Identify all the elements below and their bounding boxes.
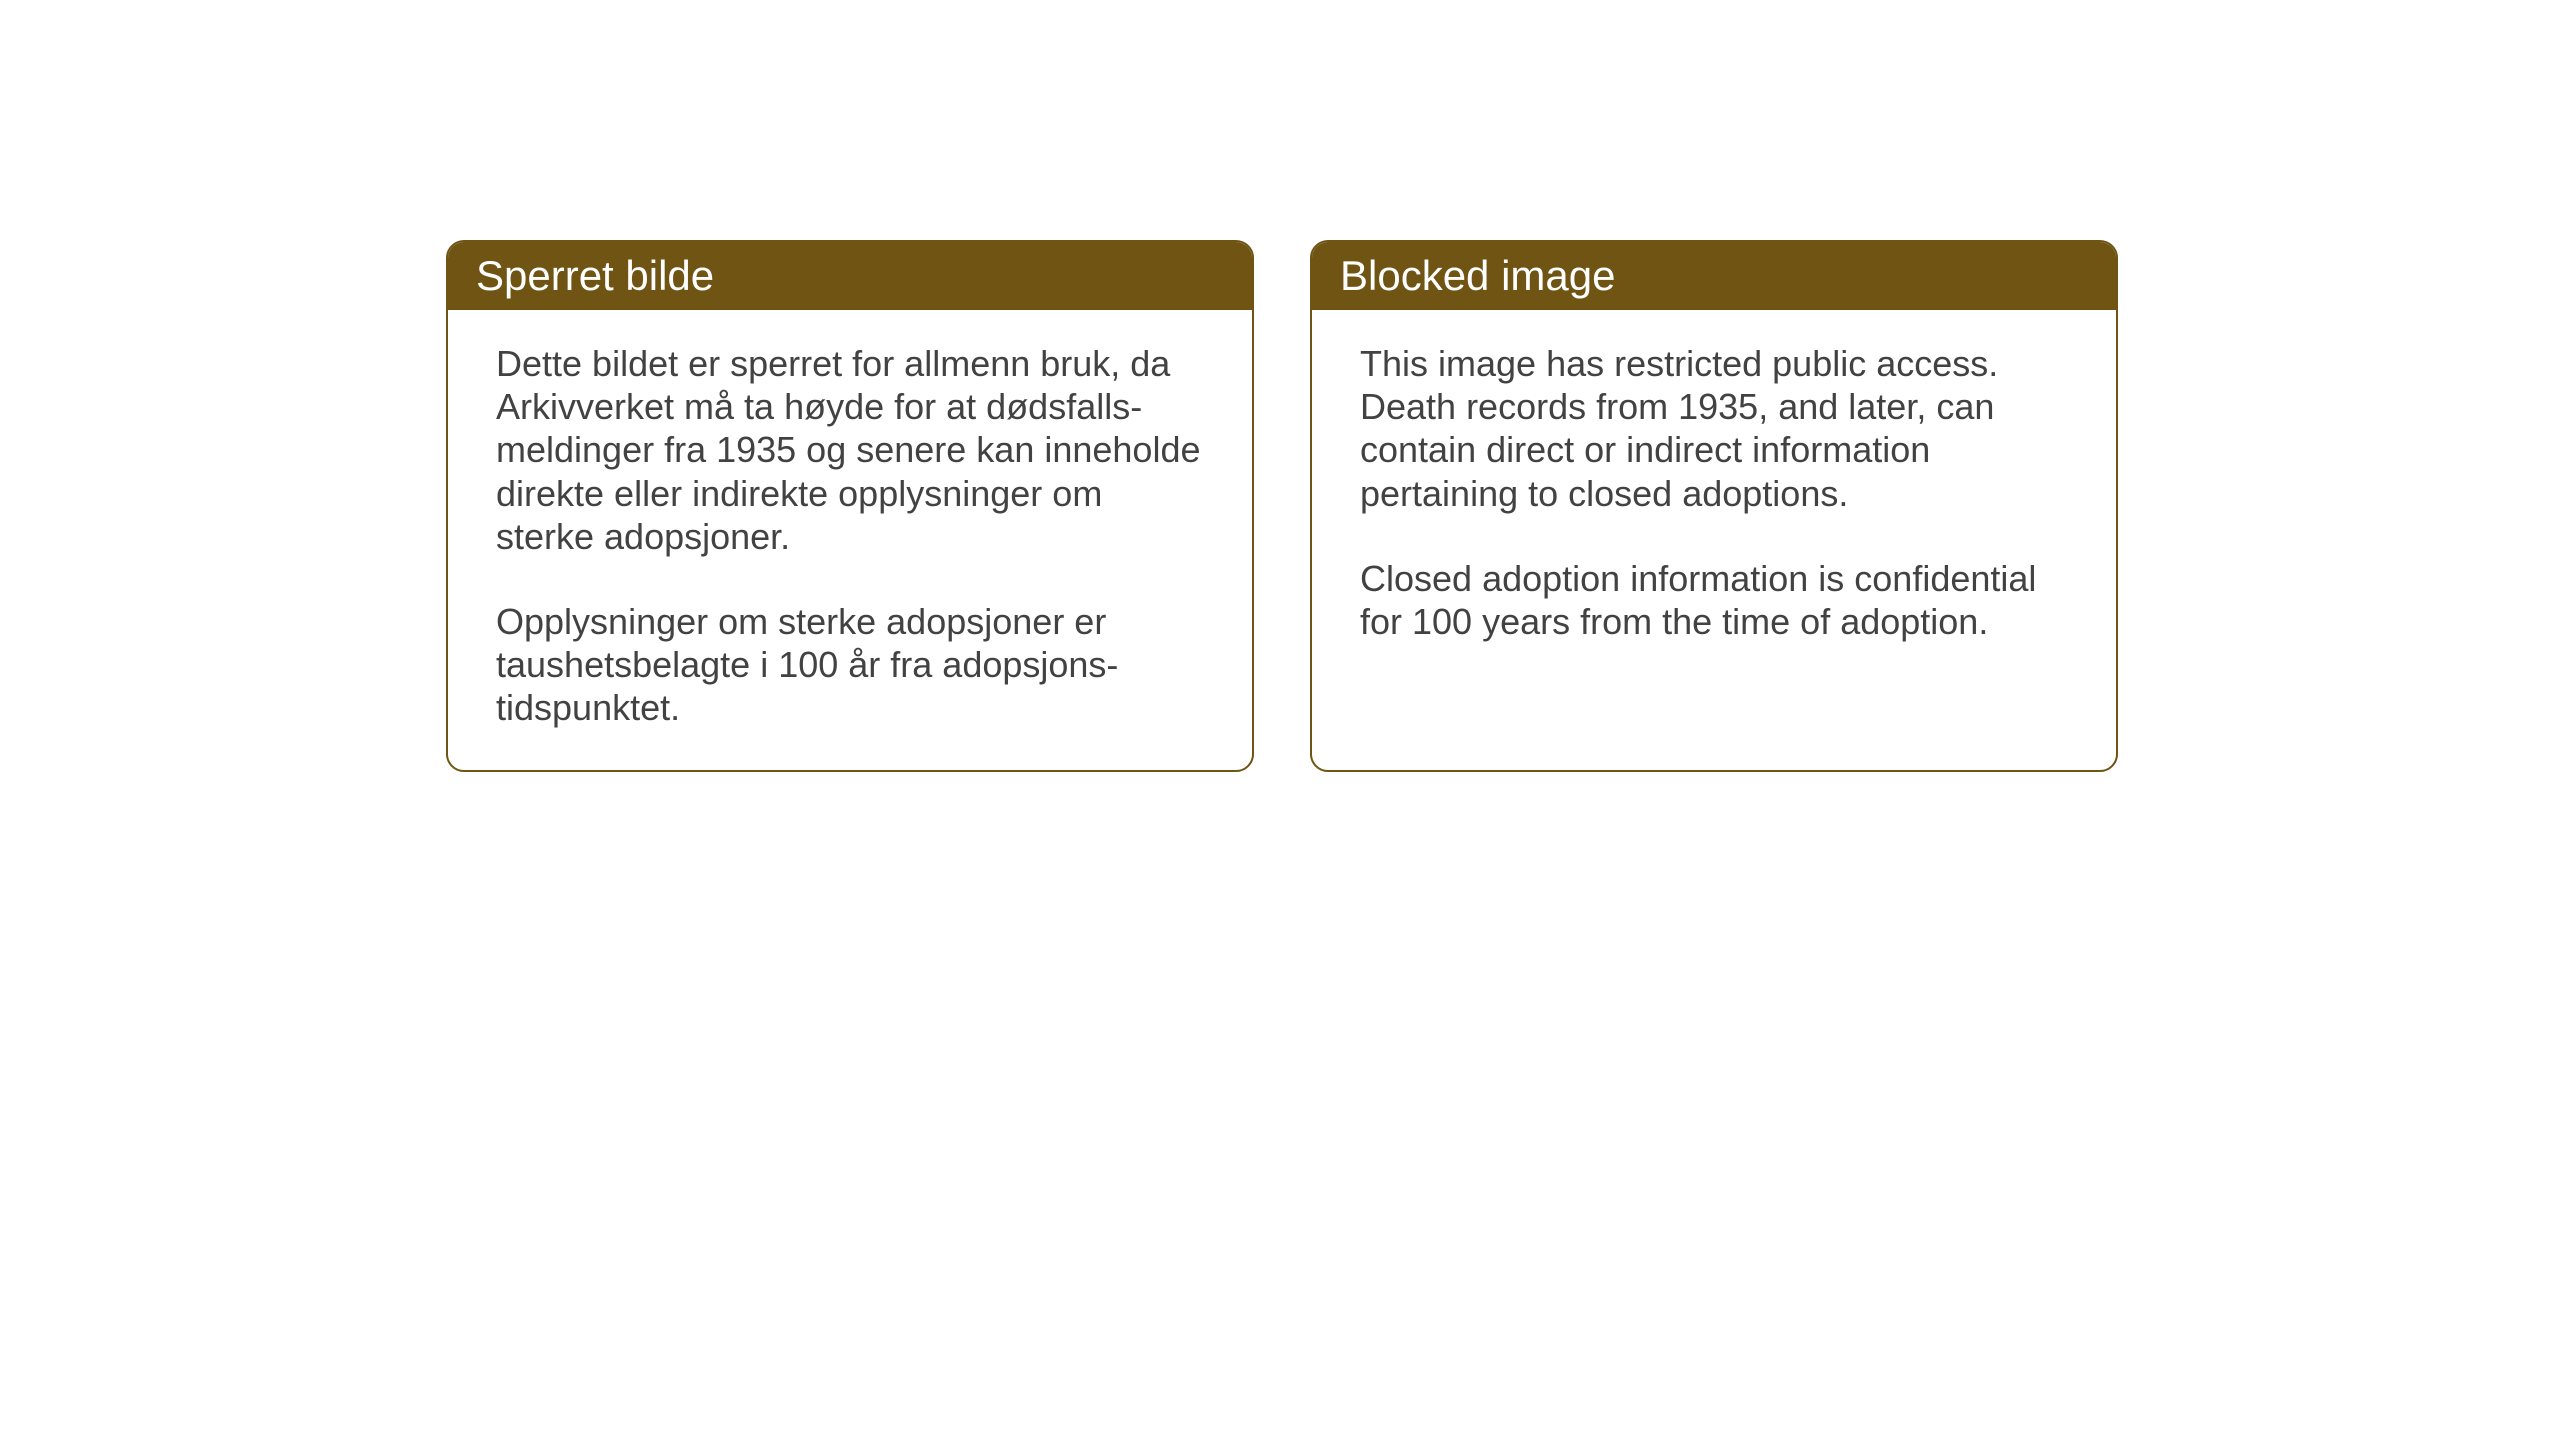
card-header-english: Blocked image (1312, 242, 2116, 310)
card-paragraph-2-english: Closed adoption information is confident… (1360, 557, 2068, 643)
card-paragraph-2-norwegian: Opplysninger om sterke adopsjoner er tau… (496, 600, 1204, 730)
card-body-english: This image has restricted public access.… (1312, 310, 2116, 683)
card-paragraph-1-english: This image has restricted public access.… (1360, 342, 2068, 515)
notice-card-norwegian: Sperret bilde Dette bildet er sperret fo… (446, 240, 1254, 772)
card-body-norwegian: Dette bildet er sperret for allmenn bruk… (448, 310, 1252, 770)
notice-container: Sperret bilde Dette bildet er sperret fo… (446, 240, 2118, 772)
card-paragraph-1-norwegian: Dette bildet er sperret for allmenn bruk… (496, 342, 1204, 558)
card-header-norwegian: Sperret bilde (448, 242, 1252, 310)
notice-card-english: Blocked image This image has restricted … (1310, 240, 2118, 772)
card-title-english: Blocked image (1340, 252, 1615, 299)
card-title-norwegian: Sperret bilde (476, 252, 714, 299)
